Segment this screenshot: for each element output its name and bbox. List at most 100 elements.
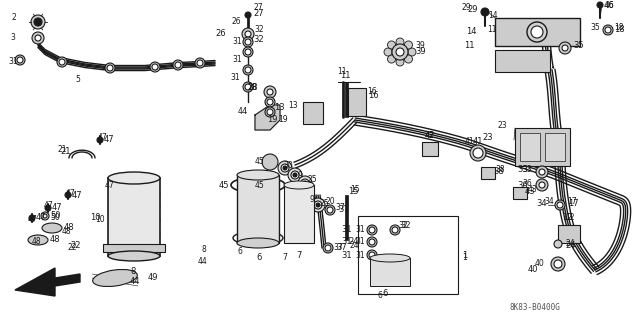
- Text: 5: 5: [75, 76, 80, 85]
- Circle shape: [298, 176, 312, 190]
- Text: 17: 17: [567, 197, 577, 206]
- Circle shape: [31, 15, 45, 29]
- Circle shape: [265, 107, 275, 117]
- Ellipse shape: [370, 254, 410, 262]
- Text: 1: 1: [462, 250, 467, 259]
- Circle shape: [283, 166, 287, 170]
- Circle shape: [245, 39, 251, 45]
- Ellipse shape: [237, 170, 279, 180]
- Circle shape: [396, 58, 404, 66]
- Circle shape: [597, 2, 603, 8]
- Ellipse shape: [93, 270, 138, 286]
- Circle shape: [314, 201, 322, 209]
- Text: 10: 10: [90, 212, 100, 221]
- Circle shape: [34, 18, 42, 26]
- Bar: [558, 225, 580, 243]
- Text: 20: 20: [326, 197, 335, 206]
- Circle shape: [301, 191, 315, 205]
- Text: 15: 15: [348, 188, 358, 197]
- Text: 33: 33: [517, 166, 528, 174]
- Circle shape: [536, 166, 548, 178]
- Circle shape: [288, 168, 302, 182]
- Text: 40: 40: [527, 265, 538, 275]
- Circle shape: [152, 64, 158, 70]
- Circle shape: [555, 200, 565, 210]
- Bar: [481, 167, 495, 179]
- Ellipse shape: [284, 181, 314, 189]
- Circle shape: [539, 182, 545, 188]
- Text: 48: 48: [62, 227, 72, 236]
- Circle shape: [195, 58, 205, 68]
- Text: 31: 31: [232, 38, 242, 47]
- Circle shape: [551, 257, 565, 271]
- Circle shape: [554, 260, 562, 268]
- Bar: [348, 88, 366, 116]
- Text: 45: 45: [255, 158, 265, 167]
- Text: 37: 37: [335, 204, 345, 212]
- Circle shape: [293, 173, 297, 177]
- Circle shape: [41, 212, 49, 220]
- Circle shape: [369, 252, 375, 258]
- Bar: [370, 258, 410, 286]
- Text: 47: 47: [66, 189, 76, 197]
- Text: 12: 12: [562, 213, 573, 222]
- Text: 6: 6: [378, 292, 383, 300]
- Circle shape: [45, 205, 51, 211]
- Ellipse shape: [237, 238, 279, 248]
- Text: 11: 11: [465, 41, 475, 50]
- Circle shape: [245, 12, 251, 18]
- Text: 39: 39: [415, 41, 425, 50]
- Text: 13: 13: [288, 100, 298, 109]
- Circle shape: [325, 245, 331, 251]
- Circle shape: [43, 214, 47, 218]
- Circle shape: [242, 28, 254, 40]
- Bar: [513, 187, 527, 199]
- Bar: [345, 82, 348, 117]
- Text: 4: 4: [238, 108, 243, 116]
- Bar: [358, 216, 458, 294]
- Text: 14: 14: [467, 27, 477, 36]
- Circle shape: [291, 171, 299, 179]
- Circle shape: [367, 250, 377, 260]
- Circle shape: [173, 60, 183, 70]
- Circle shape: [481, 8, 489, 16]
- Circle shape: [311, 198, 325, 212]
- Text: 26: 26: [232, 18, 242, 26]
- Circle shape: [243, 65, 253, 75]
- Text: 22: 22: [68, 243, 77, 253]
- Text: 24: 24: [565, 241, 575, 250]
- Text: 45: 45: [219, 181, 230, 189]
- Text: 47: 47: [104, 136, 115, 145]
- Text: 32: 32: [398, 221, 408, 231]
- Text: 32: 32: [254, 26, 264, 34]
- Bar: [103, 244, 165, 252]
- Text: 32: 32: [253, 35, 264, 44]
- Text: 30: 30: [283, 161, 292, 170]
- Text: 31: 31: [341, 226, 352, 234]
- Text: 47: 47: [98, 133, 108, 143]
- Circle shape: [396, 48, 404, 56]
- Bar: [237, 175, 279, 243]
- Circle shape: [32, 32, 44, 44]
- Circle shape: [392, 44, 408, 60]
- Text: 15: 15: [350, 186, 360, 195]
- Bar: [520, 133, 540, 161]
- Text: 31: 31: [355, 226, 365, 234]
- Text: 48: 48: [64, 224, 75, 233]
- Circle shape: [562, 45, 568, 51]
- Bar: [422, 142, 438, 156]
- Circle shape: [245, 84, 251, 90]
- Circle shape: [57, 57, 67, 67]
- Circle shape: [150, 62, 160, 72]
- Circle shape: [323, 243, 333, 253]
- Text: 16: 16: [367, 87, 376, 97]
- Text: 50: 50: [50, 213, 60, 222]
- Text: 37: 37: [336, 243, 347, 253]
- Circle shape: [306, 196, 310, 200]
- Text: 31: 31: [8, 57, 18, 66]
- Text: 32: 32: [400, 221, 411, 231]
- Circle shape: [97, 137, 103, 143]
- Circle shape: [262, 154, 278, 170]
- Text: 31: 31: [230, 73, 239, 83]
- Text: 47: 47: [28, 216, 38, 225]
